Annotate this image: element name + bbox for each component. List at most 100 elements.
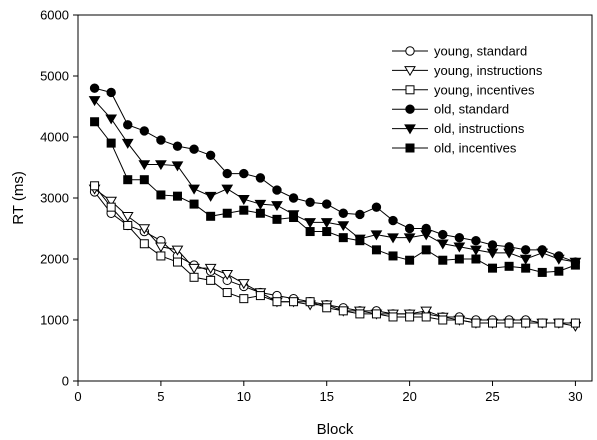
data-point bbox=[90, 117, 100, 127]
data-point bbox=[188, 184, 200, 195]
legend-circle-marker bbox=[405, 104, 415, 114]
y-tick-label: 1000 bbox=[40, 313, 69, 328]
data-point bbox=[438, 315, 448, 325]
y-tick-label: 6000 bbox=[40, 8, 69, 23]
data-point bbox=[239, 168, 249, 179]
data-point bbox=[370, 230, 383, 241]
legend-square-marker bbox=[405, 143, 415, 153]
data-point bbox=[288, 193, 299, 203]
legend-triangle-marker bbox=[404, 124, 416, 135]
data-point bbox=[222, 208, 232, 218]
data-point bbox=[519, 254, 532, 265]
legend: young, standard young, instructions young,… bbox=[392, 44, 543, 156]
data-point bbox=[206, 211, 216, 221]
data-point bbox=[337, 221, 350, 232]
data-point bbox=[338, 208, 348, 218]
legend-triangle-marker bbox=[404, 66, 416, 77]
data-point bbox=[405, 312, 415, 322]
data-point bbox=[188, 263, 200, 274]
data-point bbox=[206, 275, 216, 285]
data-point bbox=[320, 218, 333, 229]
data-point bbox=[471, 236, 481, 246]
legend-label: young, instructions bbox=[434, 63, 543, 78]
data-point bbox=[322, 227, 332, 237]
data-point bbox=[289, 213, 299, 223]
data-point bbox=[171, 245, 184, 256]
data-point bbox=[90, 181, 100, 191]
data-point bbox=[156, 135, 166, 145]
data-point bbox=[521, 318, 531, 328]
data-point bbox=[239, 294, 249, 304]
data-point bbox=[504, 318, 514, 328]
x-tick-label: 10 bbox=[237, 389, 251, 404]
x-tick-label: 0 bbox=[74, 389, 81, 404]
data-point bbox=[570, 318, 580, 328]
data-point bbox=[436, 239, 449, 250]
data-point bbox=[420, 306, 433, 317]
legend-item: young, incentives bbox=[392, 82, 535, 97]
data-point bbox=[420, 230, 433, 241]
legend-label: old, incentives bbox=[434, 141, 517, 156]
data-point bbox=[139, 239, 149, 249]
data-point bbox=[552, 254, 565, 265]
data-point bbox=[488, 263, 498, 273]
data-point bbox=[388, 251, 398, 261]
data-point bbox=[155, 160, 167, 171]
legend-item: old, standard bbox=[392, 102, 509, 117]
x-tick-label: 30 bbox=[568, 389, 582, 404]
data-point bbox=[204, 263, 217, 274]
data-point bbox=[105, 114, 118, 125]
data-point bbox=[189, 144, 199, 154]
data-point bbox=[388, 215, 398, 226]
series-line bbox=[94, 185, 576, 324]
y-tick-label: 3000 bbox=[40, 191, 69, 206]
legend-item: old, incentives bbox=[392, 141, 517, 156]
data-point bbox=[289, 297, 299, 307]
data-point bbox=[237, 279, 250, 290]
data-point bbox=[471, 318, 481, 328]
data-point bbox=[520, 245, 531, 255]
data-point bbox=[405, 255, 415, 265]
data-point bbox=[421, 245, 431, 255]
data-point bbox=[237, 194, 250, 205]
data-point bbox=[403, 233, 416, 244]
data-point bbox=[438, 255, 448, 265]
data-point bbox=[204, 191, 217, 202]
data-point bbox=[487, 240, 498, 250]
data-point bbox=[404, 223, 415, 234]
y-tick-label: 0 bbox=[62, 374, 69, 389]
data-point bbox=[388, 312, 398, 322]
legend-label: old, standard bbox=[434, 102, 509, 117]
x-axis-title: Block bbox=[317, 421, 354, 438]
data-point bbox=[272, 185, 282, 195]
data-point bbox=[570, 260, 580, 270]
data-point bbox=[521, 263, 531, 273]
legend-circle-marker bbox=[405, 46, 415, 56]
legend-item: young, standard bbox=[392, 44, 527, 59]
series-5 bbox=[88, 96, 582, 268]
data-point bbox=[255, 208, 265, 218]
data-point bbox=[554, 266, 564, 276]
data-point bbox=[171, 161, 184, 172]
data-point bbox=[322, 303, 332, 313]
data-point bbox=[371, 245, 381, 255]
data-point bbox=[272, 214, 282, 224]
data-point bbox=[254, 199, 267, 210]
legend-square-marker bbox=[405, 85, 415, 95]
data-point bbox=[371, 202, 382, 212]
x-axis: 0 5 10 15 20 25 30 bbox=[74, 381, 583, 404]
data-point bbox=[222, 168, 232, 179]
data-point bbox=[338, 306, 348, 316]
data-point bbox=[454, 254, 464, 264]
data-point bbox=[371, 309, 381, 319]
data-point bbox=[471, 254, 481, 264]
data-point bbox=[106, 87, 116, 98]
data-point bbox=[454, 232, 465, 243]
data-point bbox=[486, 248, 499, 259]
y-tick-label: 4000 bbox=[40, 130, 69, 145]
data-point bbox=[189, 199, 199, 209]
data-point bbox=[106, 138, 116, 148]
data-point bbox=[537, 267, 547, 277]
data-point bbox=[121, 212, 134, 223]
